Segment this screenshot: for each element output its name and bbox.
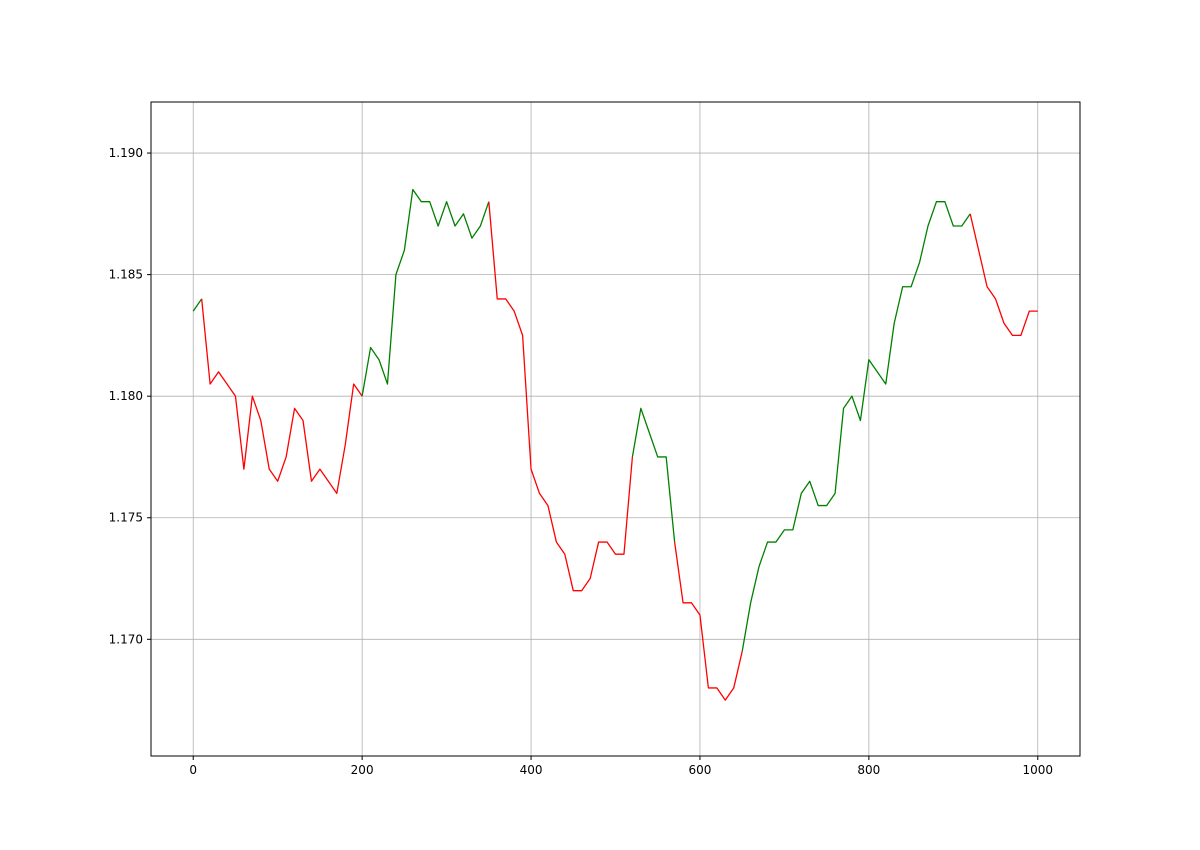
y-tick-label: 1.190 — [109, 146, 143, 160]
series-line — [192, 188, 971, 652]
plot-area — [151, 102, 1080, 756]
y-tick-label: 1.185 — [109, 268, 143, 282]
x-tick-label: 400 — [520, 763, 543, 777]
y-tick-label: 1.170 — [109, 632, 143, 646]
x-tick-label: 1000 — [1022, 763, 1053, 777]
x-tick-label: 800 — [857, 763, 880, 777]
x-tick-label: 200 — [351, 763, 374, 777]
y-tick-label: 1.180 — [109, 389, 143, 403]
x-tick-label: 0 — [189, 763, 197, 777]
x-tick-label: 600 — [689, 763, 712, 777]
axes-frame — [150, 101, 1081, 757]
y-tick-label: 1.175 — [109, 511, 143, 525]
series-line — [201, 201, 1038, 701]
